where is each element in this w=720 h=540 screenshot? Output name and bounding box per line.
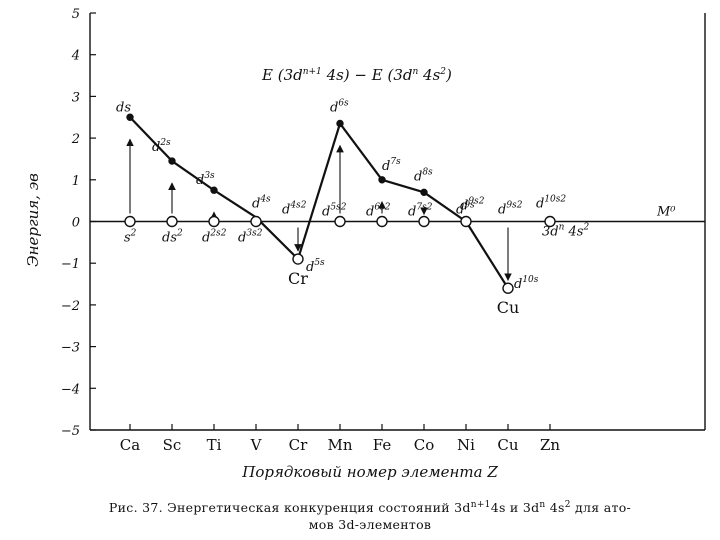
x-tick-label-mn: Mn (327, 436, 352, 454)
point-cr (292, 253, 304, 265)
upper-label-ti: d3s (196, 171, 215, 188)
point-co (420, 188, 428, 197)
zero-point-ca (124, 215, 136, 228)
caption-line-2: мов 3d-элементов (308, 517, 432, 533)
upper-label-ca: ds (116, 100, 131, 115)
y-axis-label: Энергия, эв (24, 173, 42, 267)
upper-label-fe: d7s (382, 157, 401, 174)
point-ti (210, 186, 218, 194)
y-tick-label: −2 (61, 299, 80, 314)
x-tick-label-cu: Cu (497, 436, 518, 454)
y-tick-label: −1 (61, 257, 80, 272)
y-tick-label: 0 (72, 216, 80, 231)
lower-label-ni: d9s (456, 201, 475, 218)
y-tick-label: 3 (72, 90, 80, 105)
zero-point-fe (376, 215, 388, 228)
zero-point-zn (544, 215, 556, 228)
point-mn (336, 119, 344, 128)
zero-point-v (250, 215, 262, 228)
zero-line-label: M⁰ (656, 205, 676, 220)
upper-label-ni: d9s2 (460, 197, 485, 214)
upper-label-sc: d2s (152, 138, 171, 155)
zero-point-ti (208, 215, 220, 228)
y-tick-label: −3 (61, 341, 80, 356)
lower-label-zn: 3dn 4s2 (542, 223, 589, 240)
special-label-cu: Cu (497, 298, 520, 317)
point-sc (168, 157, 176, 165)
point-fe (378, 176, 386, 184)
zero-point-mn (334, 215, 346, 228)
lower-label-ti: d2s2 (202, 229, 227, 246)
upper-label-v: d4s (252, 194, 271, 211)
upper-label-mn: d6s (330, 99, 349, 116)
series-line (129, 116, 509, 289)
upper-label-cu: d10s (514, 275, 539, 292)
upper-label-zn: d10s2 (536, 195, 566, 212)
y-tick-label: 5 (72, 7, 80, 22)
zero-point-ni (460, 215, 472, 228)
chart-title-formula: E (3dn+1 4s) − E (3dn 4s2) (261, 66, 452, 84)
special-label-cr: Cr (288, 269, 308, 288)
y-tick-label: 1 (72, 174, 80, 189)
zero-point-sc (166, 215, 178, 228)
y-tick-label: −4 (61, 382, 80, 397)
point-cu (502, 282, 514, 294)
point-ca (126, 113, 134, 121)
y-tick-label: 4 (71, 49, 80, 64)
lower-label-cu: d9s2 (498, 201, 523, 218)
y-tick-label: −5 (61, 424, 80, 439)
x-tick-label-zn: Zn (540, 436, 560, 454)
zero-point-co (418, 215, 430, 228)
x-tick-label-ca: Ca (120, 436, 140, 454)
caption-line-1: Рис. 37. Энергетическая конкуренция сост… (108, 500, 632, 516)
lower-label-co: d7s2 (408, 203, 433, 220)
lower-label-fe: d6s2 (366, 203, 391, 220)
x-axis-label: Порядковый номер элемента Z (241, 463, 498, 481)
x-tick-label-co: Co (414, 436, 435, 454)
axes: 5 4 3 2 1 0 −1 −2 −3 −4 −5 Ca Sc Ti V Cr Mn Fe Co Ni Cu Zn (61, 7, 706, 454)
upper-label-cr: d5s (306, 258, 325, 275)
x-tick-label-v: V (250, 436, 263, 454)
chart-labels: ds d2s d3s d4s d5s d6s d7s d8s d9s2 d10s d10s2 s2 ds… (116, 99, 676, 318)
x-tick-label-ni: Ni (457, 436, 475, 454)
figure-caption: Рис. 37. Энергетическая конкуренция сост… (40, 497, 700, 533)
lower-label-ca: s2 (124, 229, 137, 246)
lower-label-mn: d5s2 (322, 203, 347, 220)
x-tick-label-cr: Cr (289, 436, 308, 454)
upper-label-co: d8s (414, 167, 433, 184)
lower-label-v: d3s2 (238, 229, 263, 246)
y-tick-label: 2 (71, 132, 80, 147)
x-tick-label-fe: Fe (373, 436, 392, 454)
lower-label-sc: ds2 (162, 229, 183, 246)
x-tick-label-ti: Ti (207, 436, 222, 454)
lower-label-cr: d4s2 (282, 201, 307, 218)
chart-marks (124, 113, 556, 294)
x-tick-label-sc: Sc (163, 436, 182, 454)
